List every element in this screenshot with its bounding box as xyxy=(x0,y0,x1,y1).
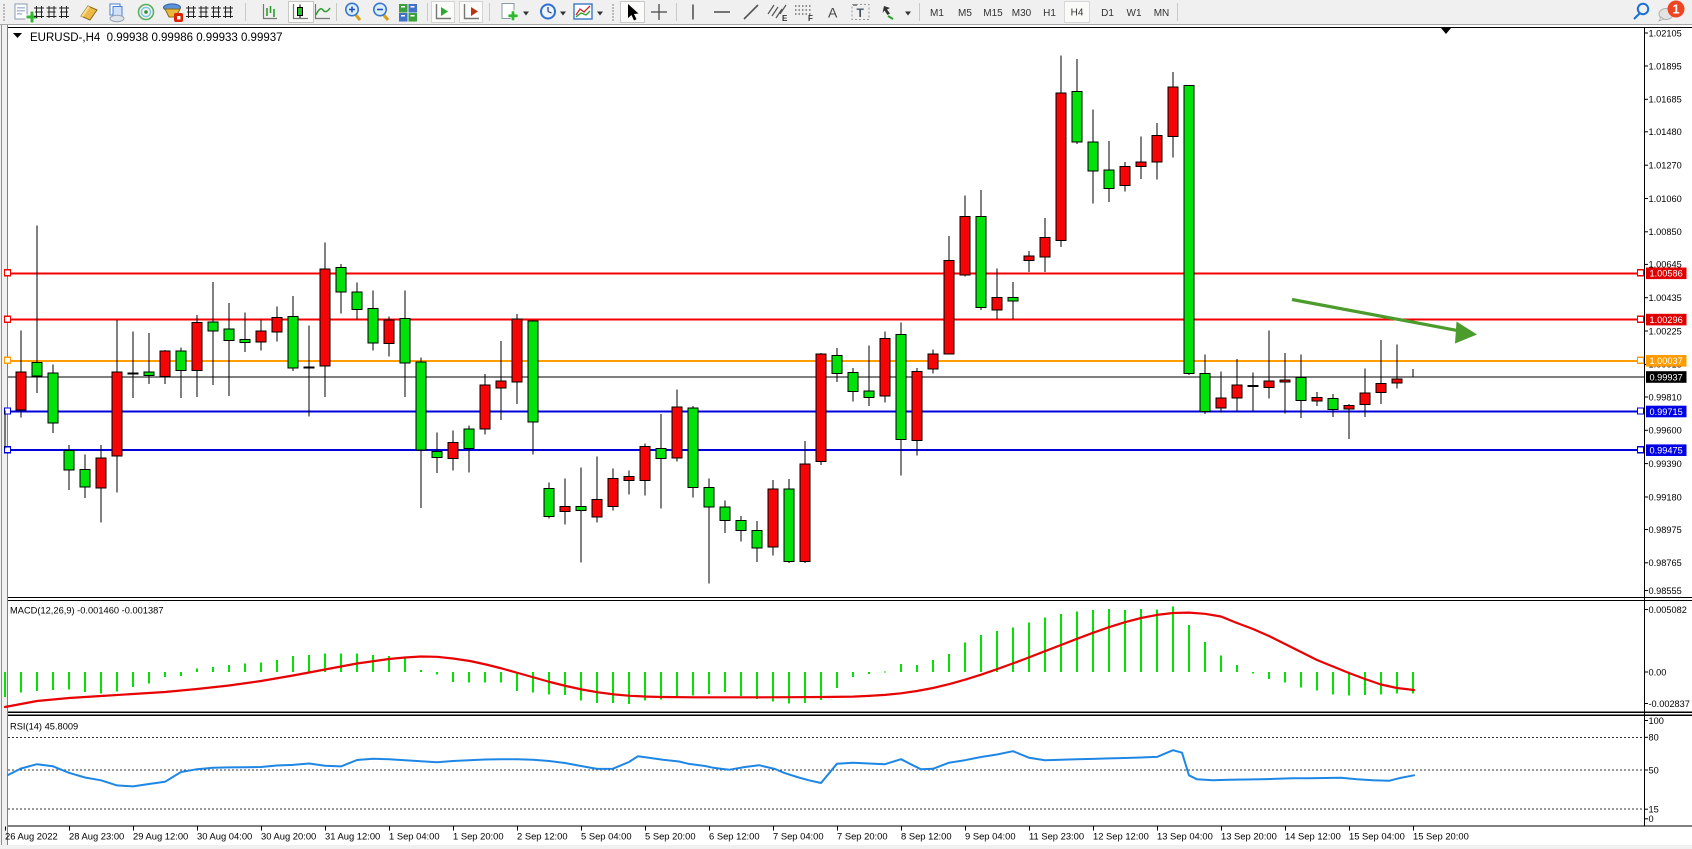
svg-text:1: 1 xyxy=(1672,2,1679,17)
svg-text:1.00850: 1.00850 xyxy=(1649,227,1682,237)
svg-text:1.00296: 1.00296 xyxy=(1650,315,1683,325)
svg-text:0.99600: 0.99600 xyxy=(1649,426,1682,436)
svg-text:1.00435: 1.00435 xyxy=(1649,293,1682,303)
svg-text:5 Sep 20:00: 5 Sep 20:00 xyxy=(645,831,696,842)
svg-text:0.99937: 0.99937 xyxy=(1650,372,1683,382)
svg-text:15 Sep 04:00: 15 Sep 04:00 xyxy=(1349,831,1405,842)
svg-text:M1: M1 xyxy=(930,8,944,19)
svg-text:13 Sep 20:00: 13 Sep 20:00 xyxy=(1221,831,1277,842)
svg-text:30 Aug 20:00: 30 Aug 20:00 xyxy=(261,831,316,842)
svg-text:50: 50 xyxy=(1649,765,1659,775)
svg-text:H4: H4 xyxy=(1071,8,1084,19)
svg-text:0.98555: 0.98555 xyxy=(1649,586,1682,596)
svg-text:0.99475: 0.99475 xyxy=(1650,446,1683,456)
svg-text:E: E xyxy=(782,14,788,23)
svg-text:80: 80 xyxy=(1649,733,1659,743)
svg-text:0.99715: 0.99715 xyxy=(1650,407,1683,417)
svg-text:0.99180: 0.99180 xyxy=(1649,492,1682,502)
svg-text:MN: MN xyxy=(1154,8,1170,19)
svg-text:1.01480: 1.01480 xyxy=(1649,127,1682,137)
svg-text:14 Sep 12:00: 14 Sep 12:00 xyxy=(1285,831,1341,842)
svg-text:12 Sep 12:00: 12 Sep 12:00 xyxy=(1093,831,1149,842)
svg-text:9 Sep 04:00: 9 Sep 04:00 xyxy=(965,831,1016,842)
svg-text:6 Sep 12:00: 6 Sep 12:00 xyxy=(709,831,760,842)
svg-text:MACD(12,26,9) -0.001460 -0.001: MACD(12,26,9) -0.001460 -0.001387 xyxy=(10,606,164,616)
svg-text:1.00225: 1.00225 xyxy=(1649,326,1682,336)
svg-text:A: A xyxy=(828,5,838,21)
svg-text:15 Sep 20:00: 15 Sep 20:00 xyxy=(1413,831,1469,842)
svg-text:EURUSD-,H4 0.99938 0.99986 0.: EURUSD-,H4 0.99938 0.99986 0.99933 0.999… xyxy=(30,32,283,44)
svg-text:0.99390: 0.99390 xyxy=(1649,459,1682,469)
svg-text:W1: W1 xyxy=(1127,8,1142,19)
svg-text:D1: D1 xyxy=(1101,8,1114,19)
svg-text:RSI(14) 45.8009: RSI(14) 45.8009 xyxy=(10,722,78,732)
svg-text:H1: H1 xyxy=(1043,8,1056,19)
svg-text:30 Aug 04:00: 30 Aug 04:00 xyxy=(197,831,252,842)
svg-text:0: 0 xyxy=(1649,814,1654,824)
svg-text:1.01060: 1.01060 xyxy=(1649,194,1682,204)
svg-text:100: 100 xyxy=(1649,716,1664,726)
svg-text:11 Sep 23:00: 11 Sep 23:00 xyxy=(1029,831,1084,842)
svg-text:1.01685: 1.01685 xyxy=(1649,95,1682,105)
svg-text:1.00037: 1.00037 xyxy=(1650,356,1683,366)
svg-text:15: 15 xyxy=(1649,805,1659,815)
svg-text:7 Sep 20:00: 7 Sep 20:00 xyxy=(837,831,888,842)
svg-text:8 Sep 12:00: 8 Sep 12:00 xyxy=(901,831,952,842)
svg-text:26 Aug 2022: 26 Aug 2022 xyxy=(5,831,58,842)
svg-text:13 Sep 04:00: 13 Sep 04:00 xyxy=(1157,831,1213,842)
svg-text:1 Sep 20:00: 1 Sep 20:00 xyxy=(453,831,504,842)
svg-text:M5: M5 xyxy=(958,8,972,19)
svg-text:0.98765: 0.98765 xyxy=(1649,558,1682,568)
svg-text:0.005082: 0.005082 xyxy=(1649,605,1687,615)
svg-text:T: T xyxy=(857,6,865,20)
svg-text:1.00645: 1.00645 xyxy=(1649,260,1682,270)
svg-text:M30: M30 xyxy=(1012,8,1032,19)
svg-text:1 Sep 04:00: 1 Sep 04:00 xyxy=(389,831,440,842)
svg-text:M15: M15 xyxy=(983,8,1003,19)
svg-text:31 Aug 12:00: 31 Aug 12:00 xyxy=(325,831,380,842)
svg-text:2 Sep 12:00: 2 Sep 12:00 xyxy=(517,831,568,842)
svg-text:7 Sep 04:00: 7 Sep 04:00 xyxy=(773,831,824,842)
svg-text:0.98975: 0.98975 xyxy=(1649,525,1682,535)
svg-text:28 Aug 23:00: 28 Aug 23:00 xyxy=(69,831,124,842)
svg-text:-0.002837: -0.002837 xyxy=(1649,699,1690,709)
svg-text:1.01270: 1.01270 xyxy=(1649,161,1682,171)
svg-text:0.99810: 0.99810 xyxy=(1649,392,1682,402)
svg-text:5 Sep 04:00: 5 Sep 04:00 xyxy=(581,831,632,842)
svg-text:1.02105: 1.02105 xyxy=(1649,28,1682,38)
svg-text:F: F xyxy=(808,14,813,23)
svg-text:1.00586: 1.00586 xyxy=(1650,269,1683,279)
svg-text:1.01895: 1.01895 xyxy=(1649,61,1682,71)
svg-text:29 Aug 12:00: 29 Aug 12:00 xyxy=(133,831,188,842)
svg-text:0.00: 0.00 xyxy=(1649,667,1667,677)
